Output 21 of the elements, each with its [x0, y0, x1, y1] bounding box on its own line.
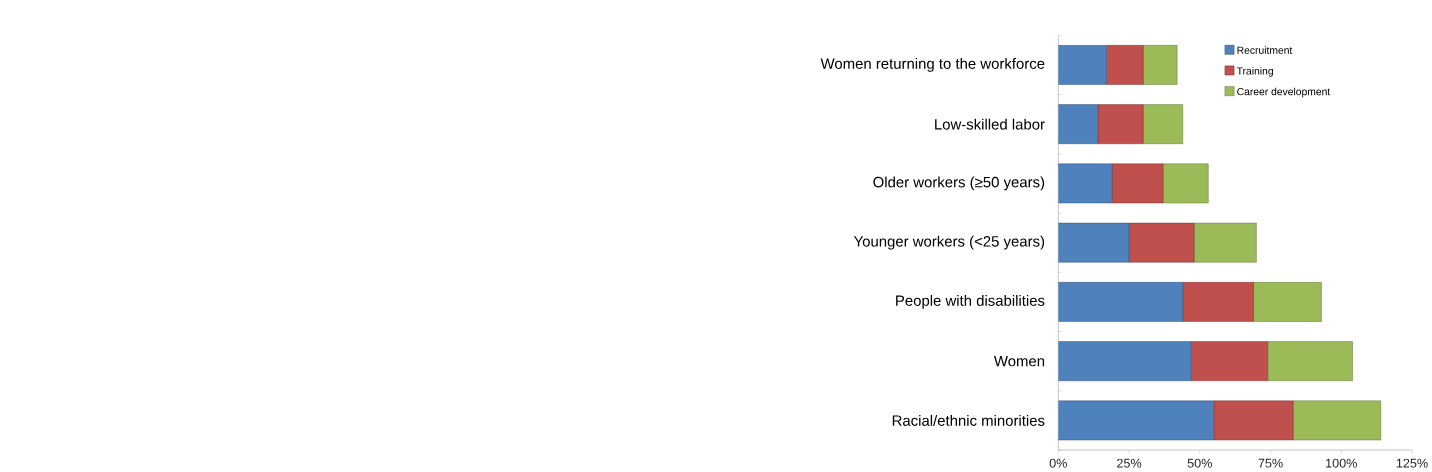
- bar: [1111, 163, 1164, 204]
- bar: [1058, 45, 1107, 85]
- bar: [1213, 400, 1294, 441]
- bar: [1292, 400, 1382, 441]
- bar: [1253, 282, 1322, 322]
- bar: [1191, 341, 1268, 382]
- bar: [1058, 341, 1192, 382]
- bar: [1058, 223, 1130, 263]
- bar: [1058, 400, 1215, 441]
- bar: [1142, 104, 1184, 145]
- bar: [1267, 341, 1353, 382]
- bar: [1058, 163, 1113, 204]
- bar: [1193, 223, 1257, 263]
- bar: [1058, 282, 1184, 322]
- bar: [1182, 282, 1254, 322]
- bar: [1106, 45, 1144, 85]
- bar: [1097, 104, 1144, 145]
- bar: [1162, 163, 1209, 204]
- bar: [1142, 45, 1178, 85]
- bar: [1058, 104, 1099, 145]
- bar: [1128, 223, 1195, 263]
